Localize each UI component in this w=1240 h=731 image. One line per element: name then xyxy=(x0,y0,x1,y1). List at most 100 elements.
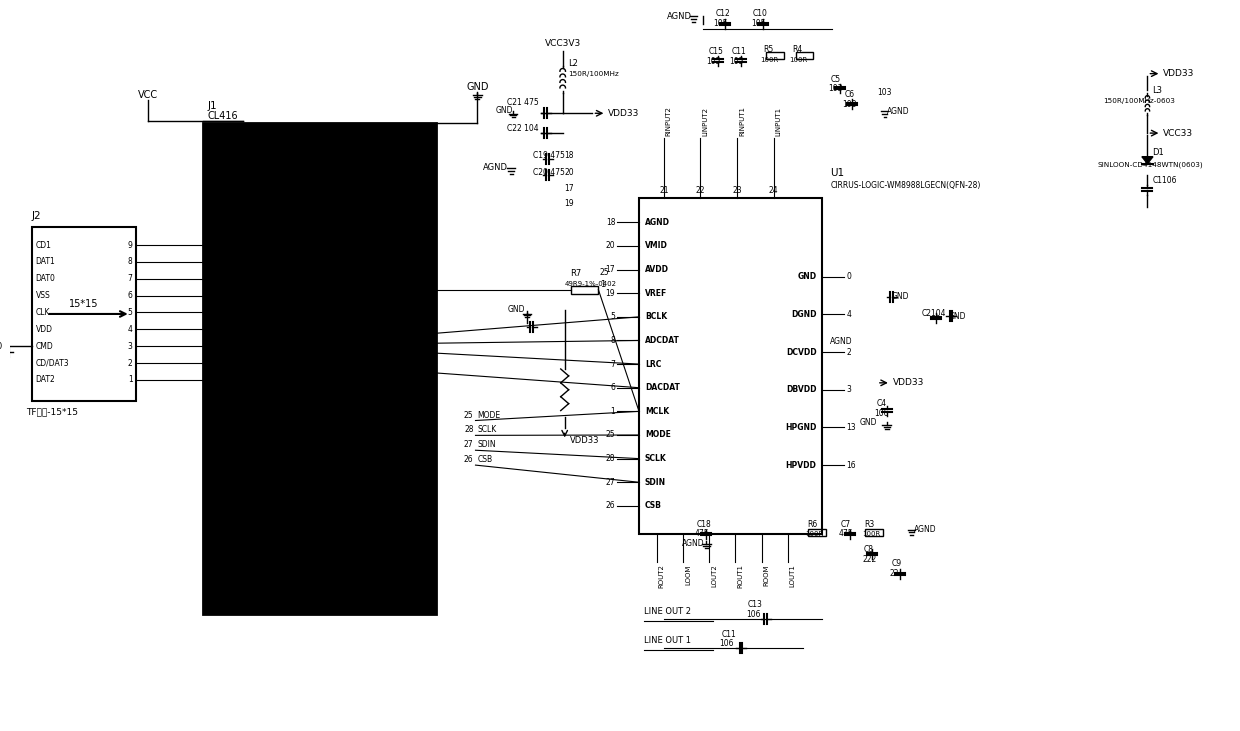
Text: 49R9-1%-0402: 49R9-1%-0402 xyxy=(564,281,616,287)
Text: VDD33: VDD33 xyxy=(609,109,640,118)
Text: GND: GND xyxy=(892,292,909,301)
Text: C11: C11 xyxy=(732,47,746,56)
Text: 25: 25 xyxy=(464,411,474,420)
Text: C12: C12 xyxy=(715,10,730,18)
Text: 28: 28 xyxy=(464,425,474,434)
Text: 100R: 100R xyxy=(806,531,823,537)
Text: 1: 1 xyxy=(610,407,615,416)
Text: SDIN: SDIN xyxy=(477,440,496,450)
Bar xyxy=(570,286,599,294)
Text: 100R: 100R xyxy=(862,531,880,537)
Text: L2: L2 xyxy=(568,58,578,68)
Text: 19: 19 xyxy=(605,289,615,298)
Text: CSB: CSB xyxy=(645,501,662,510)
Text: R5: R5 xyxy=(763,45,774,54)
Text: AGND: AGND xyxy=(914,525,936,534)
Text: 20: 20 xyxy=(605,241,615,251)
Text: BCLK: BCLK xyxy=(352,323,374,333)
Text: 22: 22 xyxy=(696,186,706,194)
Text: R7: R7 xyxy=(569,269,580,278)
Text: LOUT1: LOUT1 xyxy=(790,564,796,587)
Text: C6: C6 xyxy=(844,91,854,99)
Text: 106: 106 xyxy=(746,610,760,618)
Text: 8: 8 xyxy=(128,257,133,266)
Text: 8: 8 xyxy=(425,333,430,342)
Text: 3: 3 xyxy=(128,341,133,351)
Text: 6: 6 xyxy=(128,291,133,300)
Text: GND: GND xyxy=(466,83,489,93)
Text: 1: 1 xyxy=(128,376,133,385)
Text: DAT2: DAT2 xyxy=(36,376,56,385)
Text: VSS: VSS xyxy=(36,291,50,300)
Text: LINE OUT 2: LINE OUT 2 xyxy=(644,607,691,616)
Text: 150R/100MHz: 150R/100MHz xyxy=(568,71,619,77)
Bar xyxy=(766,53,784,59)
Text: 26: 26 xyxy=(605,501,615,510)
Text: 105: 105 xyxy=(729,57,744,66)
Text: GND: GND xyxy=(797,273,816,281)
Text: 1: 1 xyxy=(600,280,605,289)
Text: ROUT2: ROUT2 xyxy=(658,564,665,588)
Text: 15*15: 15*15 xyxy=(68,299,98,309)
Text: TF卡座-15*15: TF卡座-15*15 xyxy=(26,408,78,417)
Text: 105: 105 xyxy=(707,57,720,66)
Text: 103: 103 xyxy=(842,100,857,110)
Text: LINPUT2: LINPUT2 xyxy=(702,107,708,136)
Text: AVDD: AVDD xyxy=(645,265,668,274)
Text: R3: R3 xyxy=(864,520,874,529)
Text: RINPUT2: RINPUT2 xyxy=(666,106,672,136)
Text: CIRRUS-LOGIC-WM8988LGECN(QFN-28): CIRRUS-LOGIC-WM8988LGECN(QFN-28) xyxy=(831,181,981,189)
Text: 21: 21 xyxy=(658,186,668,194)
Text: 2: 2 xyxy=(128,358,133,368)
Text: 0: 0 xyxy=(846,273,851,281)
Text: MODE: MODE xyxy=(477,411,501,420)
Text: C13: C13 xyxy=(748,600,763,609)
Text: R4: R4 xyxy=(792,45,802,54)
Text: 106: 106 xyxy=(719,640,734,648)
Text: AGND: AGND xyxy=(682,539,704,548)
Text: MODE: MODE xyxy=(645,431,671,439)
Text: 7: 7 xyxy=(128,274,133,284)
Text: 4: 4 xyxy=(846,310,851,319)
Text: 27: 27 xyxy=(605,478,615,487)
Text: SCLK: SCLK xyxy=(477,425,497,434)
Text: C20 475: C20 475 xyxy=(533,167,565,177)
Text: C18: C18 xyxy=(697,520,712,529)
Bar xyxy=(31,227,135,401)
Text: BCLK: BCLK xyxy=(645,312,667,322)
Text: 22: 22 xyxy=(890,569,899,578)
Text: C4: C4 xyxy=(877,398,887,408)
Text: 17: 17 xyxy=(605,265,615,274)
Text: GND: GND xyxy=(949,312,966,321)
Text: AGND: AGND xyxy=(667,12,692,20)
Text: U1: U1 xyxy=(831,167,844,178)
Text: VCC: VCC xyxy=(139,91,159,100)
Text: DACDAT: DACDAT xyxy=(645,383,680,393)
Bar xyxy=(796,53,813,59)
Text: AGND: AGND xyxy=(887,107,909,115)
Text: VCC33: VCC33 xyxy=(1163,129,1193,137)
Text: J2: J2 xyxy=(31,211,41,221)
Text: R6: R6 xyxy=(807,520,817,529)
Text: C21 475: C21 475 xyxy=(507,99,539,107)
Text: 5: 5 xyxy=(128,308,133,317)
Text: LRC: LRC xyxy=(645,360,661,368)
Text: DBVDD: DBVDD xyxy=(786,385,816,394)
Text: 222: 222 xyxy=(862,556,877,564)
Text: 26: 26 xyxy=(464,455,474,464)
Text: 2: 2 xyxy=(846,348,851,357)
Text: LINE OUT 1: LINE OUT 1 xyxy=(644,637,691,645)
Text: 23: 23 xyxy=(733,186,742,194)
Text: C15: C15 xyxy=(708,47,723,56)
Text: GND: GND xyxy=(496,106,513,115)
Text: 100R: 100R xyxy=(760,57,779,63)
Text: 106: 106 xyxy=(874,409,888,417)
Text: L3: L3 xyxy=(1152,86,1162,96)
Text: C2104: C2104 xyxy=(921,309,946,319)
Text: CSB: CSB xyxy=(477,455,492,464)
Text: 9: 9 xyxy=(128,240,133,249)
Text: CL416: CL416 xyxy=(208,111,238,121)
Text: 17: 17 xyxy=(564,183,574,192)
Text: 28: 28 xyxy=(605,454,615,463)
Text: LRCLK: LRCLK xyxy=(348,343,374,352)
